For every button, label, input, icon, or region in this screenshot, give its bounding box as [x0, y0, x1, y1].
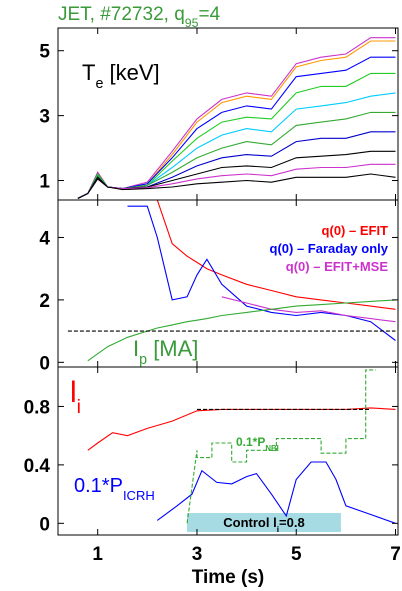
annotation-part: [MA] [147, 336, 198, 361]
y-tick-label: 4 [39, 228, 50, 249]
x-axis-label: Time (s) [192, 567, 265, 588]
series-line [87, 299, 396, 362]
annotation-part: e [95, 76, 103, 92]
series-line [77, 111, 396, 199]
x-tick-label: 1 [92, 544, 103, 565]
annotation-part: 95 [185, 16, 199, 30]
y-tick-label: 0 [39, 353, 50, 374]
series-line [186, 369, 376, 524]
y-tick-label: 3 [39, 107, 50, 128]
annotation-part: [keV] [103, 60, 159, 85]
annotation-part: =4 [199, 4, 221, 25]
annotation-part: l [70, 376, 77, 409]
x-tick-label: 7 [390, 544, 401, 565]
legend-entry: q(0) – EFIT [322, 223, 389, 238]
panel-frame [57, 366, 399, 536]
y-tick-label: 0 [39, 514, 50, 535]
series-line [156, 461, 396, 524]
y-tick-label: 2 [39, 291, 50, 312]
series-line [77, 173, 396, 199]
annotation: 0.1*PICRH [74, 475, 155, 503]
legend-entry: q(0) – Faraday only [270, 241, 389, 256]
annotation-part: ICRH [123, 488, 155, 503]
annotation-part: =0.8 [279, 515, 305, 530]
annotation-part: NBI [265, 444, 278, 453]
y-tick-label: 5 [39, 42, 50, 63]
annotation-part: JET, #72732, q [58, 4, 185, 25]
x-tick-label: 3 [192, 544, 203, 565]
series-line [87, 407, 396, 451]
annotation-part: Control l [223, 515, 276, 530]
x-tick-label: 5 [291, 544, 302, 565]
y-tick-label: 0.4 [24, 456, 51, 477]
annotation: 0.1*PNBI [236, 435, 279, 453]
annotation-part: i [77, 396, 81, 418]
series-line [77, 150, 396, 199]
annotation-part: T [82, 60, 95, 85]
annotation-part: p [139, 352, 147, 368]
series-line [221, 296, 396, 323]
chart-title: JET, #72732, q95=4 [58, 4, 221, 30]
annotation: li [70, 376, 81, 418]
y-tick-label: 1 [39, 172, 50, 193]
legend-entry: q(0) – EFIT+MSE [286, 259, 389, 274]
annotation-part: 0.1*P [74, 475, 123, 497]
control-box [187, 513, 341, 532]
annotation-part: I [133, 336, 139, 361]
annotation: Te [keV] [82, 60, 160, 92]
annotation-part: i [277, 524, 279, 534]
y-tick-label: 0.8 [24, 397, 50, 418]
series-line [77, 72, 396, 199]
annotation-part: 0.1*P [236, 435, 265, 449]
annotation: Control li=0.8 [223, 515, 304, 534]
annotation: Ip [MA] [133, 336, 198, 368]
